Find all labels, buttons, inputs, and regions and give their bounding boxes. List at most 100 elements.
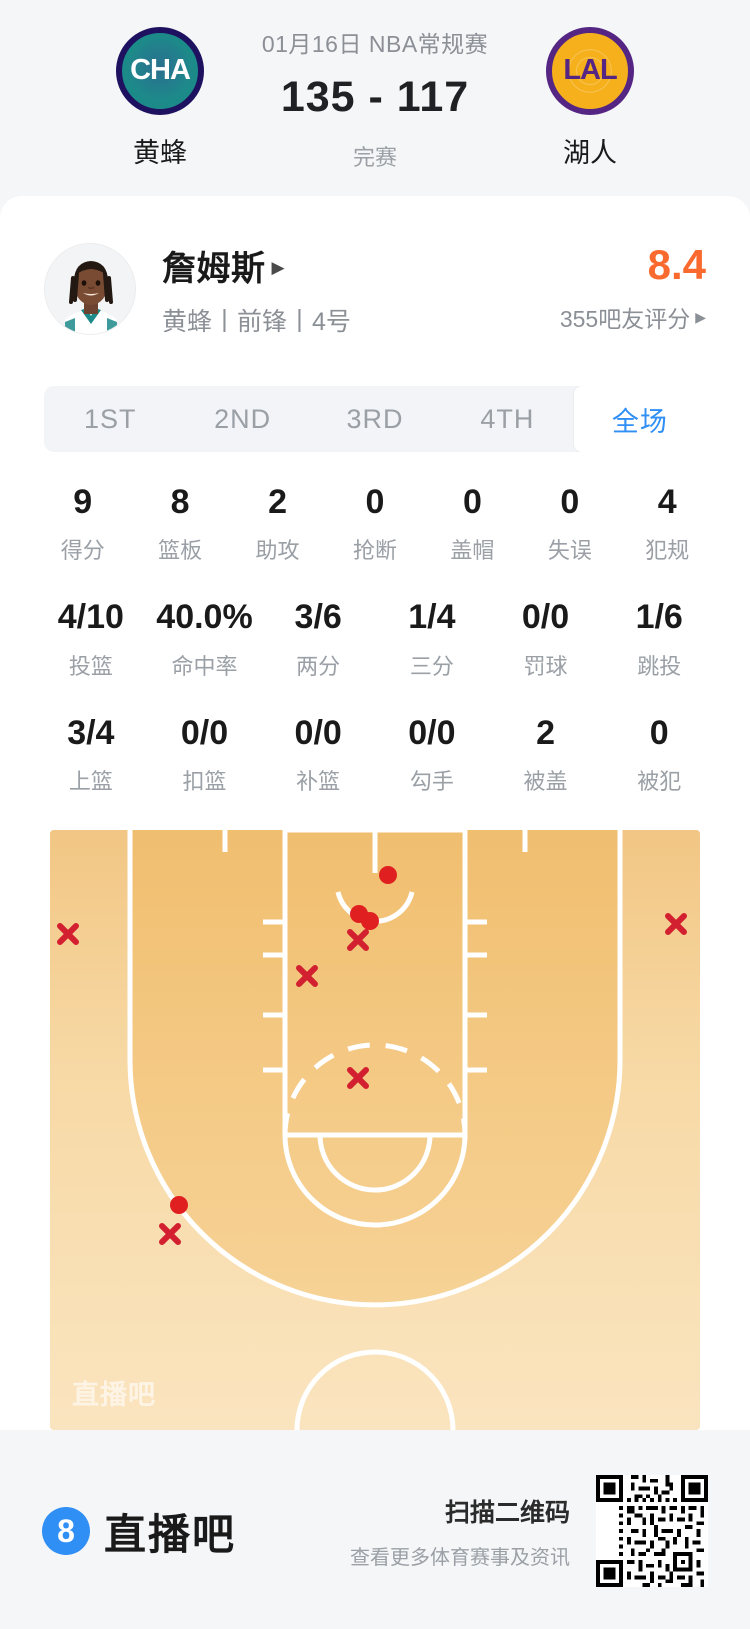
home-team-block[interactable]: CHA 黄蜂 [70, 26, 250, 170]
player-stats-card: 詹姆斯 ▶ 黄蜂丨前锋丨4号 8.4 355吧友评分 ▶ 1ST 2ND 3RD… [0, 196, 750, 1431]
avatar-portrait-icon [45, 244, 135, 334]
home-team-abbr: CHA [130, 54, 191, 86]
stat-assists: 2 助攻 [229, 483, 326, 565]
player-name-line[interactable]: 詹姆斯 ▶ [162, 241, 560, 290]
match-center-block: 01月16日 NBA常规赛 135 - 117 完赛 [250, 25, 500, 172]
home-team-logo-icon: CHA [116, 26, 204, 115]
stat-label: 篮板 [158, 538, 203, 564]
app-footer: 8 直播吧 扫描二维码 查看更多体育赛事及资讯 [0, 1433, 750, 1629]
stat-value: 2 [536, 713, 555, 752]
made-shot-marker[interactable] [379, 866, 397, 885]
stat-fouls: 4 犯规 [619, 483, 716, 565]
qr-subtitle: 查看更多体育赛事及资讯 [350, 1546, 570, 1569]
player-info: 詹姆斯 ▶ 黄蜂丨前锋丨4号 [162, 241, 560, 338]
made-shot-marker[interactable] [361, 912, 379, 931]
stat-tip-ins: 0/0 补篮 [261, 714, 375, 796]
stat-label: 三分 [409, 653, 454, 679]
stat-value: 2 [268, 483, 288, 521]
stat-value: 3/6 [294, 598, 342, 637]
player-name: 詹姆斯 [162, 249, 266, 288]
player-avatar[interactable] [44, 243, 136, 335]
stat-label: 盖帽 [450, 538, 495, 564]
stat-label: 失误 [547, 538, 592, 564]
match-score: 135 - 117 [280, 72, 470, 121]
brand-badge-icon: 8 [42, 1507, 90, 1555]
stat-label: 被盖 [523, 769, 568, 795]
made-shot-markers [170, 866, 397, 1215]
stat-label: 扣篮 [182, 769, 227, 795]
stat-label: 命中率 [171, 653, 238, 679]
stat-value: 0/0 [521, 598, 570, 637]
player-rating-block[interactable]: 8.4 355吧友评分 ▶ [560, 244, 706, 334]
period-tabs[interactable]: 1ST 2ND 3RD 4TH 全场 [44, 386, 706, 452]
stat-jump-shots: 1/6 跳投 [602, 598, 716, 680]
stat-value: 1/6 [635, 598, 683, 637]
stat-value: 40.0% [156, 598, 253, 637]
missed-shot-marker[interactable] [347, 929, 369, 952]
logo-inner-shade [558, 38, 622, 103]
made-shot-marker[interactable] [170, 1196, 188, 1215]
stat-blocks: 0 盖帽 [424, 483, 521, 565]
stat-steals: 0 抢断 [326, 483, 423, 565]
stats-row-shooting: 4/10 投篮 40.0% 命中率 3/6 两分 1/4 三分 0/0 罚球 [34, 598, 716, 680]
stat-two-pointers: 3/6 两分 [261, 598, 375, 680]
stat-label: 跳投 [637, 653, 682, 679]
tab-2nd[interactable]: 2ND [214, 403, 272, 434]
brand-name: 直播吧 [104, 1510, 237, 1558]
tab-3rd[interactable]: 3RD [346, 403, 404, 434]
stat-value: 0/0 [408, 713, 456, 752]
brand-block: 8 直播吧 [42, 1501, 350, 1562]
player-detail-arrow-icon[interactable]: ▶ [271, 257, 285, 277]
tab-4th[interactable]: 4TH [480, 403, 535, 434]
stat-value: 1/4 [408, 598, 456, 637]
player-meta: 黄蜂丨前锋丨4号 [162, 307, 351, 336]
away-team-logo-icon: LAL [546, 26, 634, 115]
player-rating-value: 8.4 [647, 241, 706, 288]
away-team-block[interactable]: LAL 湖人 [500, 26, 680, 170]
stat-value: 3/4 [67, 713, 115, 752]
qr-text-block: 扫描二维码 查看更多体育赛事及资讯 [350, 1493, 570, 1570]
missed-shot-marker[interactable] [296, 965, 318, 988]
shot-chart[interactable]: 直播吧 [50, 830, 700, 1431]
stats-grid: 9 得分 8 篮板 2 助攻 0 抢断 0 盖帽 [0, 483, 750, 796]
stat-label: 两分 [296, 653, 341, 679]
stat-label: 助攻 [255, 538, 300, 564]
stat-shots-blocked: 2 被盖 [489, 713, 603, 796]
stat-value: 9 [73, 483, 93, 521]
rating-detail-arrow-icon[interactable]: ▶ [695, 308, 706, 325]
stat-label: 罚球 [523, 653, 568, 679]
stat-three-pointers: 1/4 三分 [375, 598, 489, 680]
rating-label: 355吧友评分 [559, 306, 691, 332]
away-team-name: 湖人 [563, 137, 617, 168]
match-status: 完赛 [352, 144, 397, 170]
stat-fouls-drawn: 0 被犯 [602, 713, 716, 796]
stat-label: 得分 [60, 538, 105, 564]
stat-points: 9 得分 [34, 483, 131, 565]
logo-inner-shade [128, 38, 192, 103]
stat-value: 8 [170, 483, 190, 521]
stats-row-basic: 9 得分 8 篮板 2 助攻 0 抢断 0 盖帽 [34, 483, 716, 565]
match-meta: 01月16日 NBA常规赛 [261, 30, 489, 57]
player-row[interactable]: 詹姆斯 ▶ 黄蜂丨前锋丨4号 8.4 355吧友评分 ▶ [0, 230, 750, 348]
rating-label-line[interactable]: 355吧友评分 ▶ [560, 300, 706, 334]
tab-full-game[interactable]: 全场 [573, 386, 706, 452]
stat-label: 犯规 [645, 538, 690, 564]
qr-code-icon[interactable] [596, 1475, 708, 1587]
stat-layups: 3/4 上篮 [34, 713, 148, 796]
tab-1st[interactable]: 1ST [83, 403, 137, 434]
stat-label: 抢断 [352, 538, 397, 564]
missed-shot-marker[interactable] [57, 923, 79, 946]
stat-value: 4/10 [57, 598, 124, 637]
missed-shot-marker[interactable] [347, 1067, 369, 1090]
stat-value: 0 [649, 713, 669, 752]
missed-shot-marker[interactable] [159, 1223, 181, 1246]
stat-value: 0 [365, 483, 385, 521]
missed-shot-marker[interactable] [665, 913, 687, 936]
stat-label: 上篮 [68, 769, 113, 795]
stat-fg-percent: 40.0% 命中率 [148, 598, 262, 680]
stat-rebounds: 8 篮板 [131, 483, 228, 565]
stat-turnovers: 0 失误 [521, 483, 618, 565]
stat-label: 投篮 [68, 653, 113, 679]
qr-block: 扫描二维码 查看更多体育赛事及资讯 [350, 1475, 708, 1587]
